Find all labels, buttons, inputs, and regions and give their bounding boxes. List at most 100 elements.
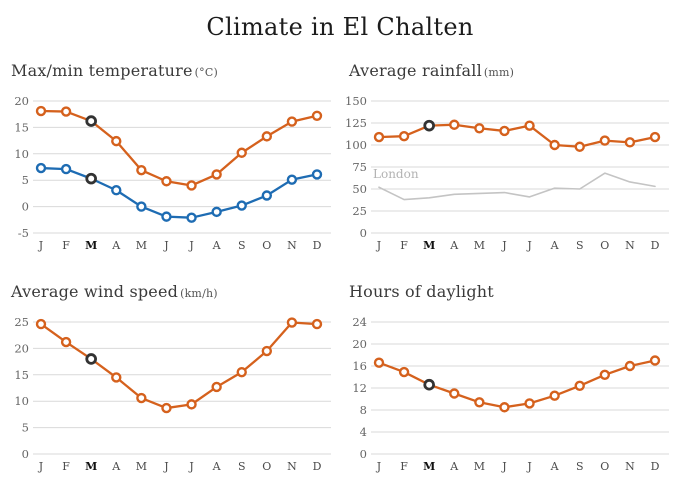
data-point-El Chalten: [524, 120, 535, 131]
chart-wind-speed: Average wind speed (km/h) 0 5 10 15 20 25 J F M A M…: [5, 281, 337, 474]
data-point-wind speed: [161, 402, 172, 414]
month-label: J: [376, 239, 381, 252]
daylight-plot: 0 4 8 12 16 20 24 J F M A M J J A S O N D: [352, 315, 669, 473]
data-point-min: [236, 200, 247, 211]
month-label: N: [287, 460, 297, 473]
data-point-max: [211, 169, 222, 180]
month-label: J: [163, 460, 168, 473]
data-point-max: [261, 131, 273, 142]
data-point-daylight: [373, 357, 385, 368]
data-point-min: [286, 174, 298, 185]
y-tick-label: 10: [14, 147, 29, 161]
month-label: J: [188, 239, 193, 252]
month-label: S: [576, 460, 584, 473]
data-point-min: [261, 190, 273, 201]
data-point-highlight-daylight: [423, 378, 435, 391]
chart-title-rainfall: Average rainfall (mm): [349, 60, 675, 83]
y-tick-label: 25: [14, 315, 29, 329]
month-label: J: [376, 460, 381, 473]
month-label: O: [600, 460, 609, 473]
data-point-El Chalten: [624, 137, 636, 148]
data-point-min: [60, 163, 72, 175]
chart-temperature: Max/min temperature (°C) -5 0 5 10 15 20 J F M A M J…: [5, 60, 337, 253]
month-label: J: [526, 239, 531, 252]
data-point-daylight: [524, 398, 535, 409]
data-point-wind speed: [111, 372, 122, 383]
y-tick-label: 5: [22, 421, 29, 435]
data-point-min: [161, 211, 172, 222]
data-point-El Chalten: [398, 131, 410, 142]
data-point-max: [35, 105, 47, 117]
data-point-wind speed: [311, 318, 323, 330]
month-label: O: [262, 460, 271, 473]
month-label: D: [651, 239, 660, 252]
data-point-max: [236, 147, 247, 158]
data-point-wind speed: [186, 399, 197, 410]
series-line-daylight: [377, 359, 657, 409]
month-label: J: [188, 460, 193, 473]
data-point-wind speed: [35, 318, 47, 330]
month-label: D: [313, 239, 322, 252]
data-point-min: [136, 201, 147, 212]
chart-title-temperature: Max/min temperature (°C): [11, 60, 337, 83]
month-label: F: [400, 460, 408, 473]
y-tick-label: 20: [14, 94, 29, 108]
page-title: Climate in El Chalten: [206, 13, 474, 41]
data-point-El Chalten: [449, 119, 460, 130]
month-label-highlight: M: [85, 239, 97, 252]
y-tick-label: 0: [22, 447, 29, 461]
chart-title-text: Average wind speed: [11, 282, 179, 301]
month-label: M: [474, 239, 485, 252]
month-label: A: [550, 239, 560, 252]
y-tick-label: 8: [360, 403, 367, 417]
y-tick-label: 25: [352, 204, 367, 218]
data-point-El Chalten: [649, 131, 661, 143]
chart-daylight: Hours of daylight 0 4 8 12 16 20 24 J F M A M J J A S O N…: [343, 281, 675, 474]
month-label: J: [38, 460, 43, 473]
month-label: F: [62, 239, 70, 252]
chart-unit-label: (°C): [194, 66, 218, 79]
month-label: M: [136, 239, 147, 252]
month-label: A: [111, 460, 121, 473]
y-tick-label: 75: [352, 160, 367, 174]
data-point-daylight: [449, 388, 460, 399]
chart-title-wind-speed: Average wind speed (km/h): [11, 281, 337, 304]
charts-grid: Max/min temperature (°C) -5 0 5 10 15 20 J F M A M J…: [0, 60, 680, 474]
y-tick-label: 0: [360, 226, 367, 240]
data-point-daylight: [474, 397, 485, 408]
y-tick-label: 15: [14, 368, 29, 382]
y-tick-label: 24: [352, 315, 367, 329]
data-point-El Chalten: [373, 131, 385, 143]
data-point-daylight: [499, 402, 510, 413]
wind-plot: 0 5 10 15 20 25 J F M A M J J A S O N D: [14, 315, 331, 473]
chart-title-daylight: Hours of daylight: [349, 281, 675, 304]
data-point-min: [111, 185, 122, 196]
month-label: M: [136, 460, 147, 473]
y-tick-label: 50: [352, 182, 367, 196]
data-point-daylight: [599, 369, 611, 381]
data-point-daylight: [649, 355, 661, 366]
month-label: S: [576, 239, 584, 252]
month-label: O: [262, 239, 271, 252]
y-tick-label: 16: [352, 359, 367, 373]
month-label: A: [550, 460, 560, 473]
y-tick-label: 20: [14, 341, 29, 355]
month-label: A: [212, 460, 222, 473]
month-label-highlight: M: [423, 239, 435, 252]
month-label: J: [526, 460, 531, 473]
month-label: A: [449, 239, 459, 252]
chart-title-text: Average rainfall: [349, 61, 482, 80]
data-point-max: [311, 110, 323, 121]
y-tick-label: -5: [18, 226, 29, 240]
series-line-London: [378, 172, 656, 201]
rainfall-plot: 0 25 50 75 100 125 150 London J F M A M J J A S O N D: [345, 94, 669, 252]
data-point-highlight-El Chalten: [423, 119, 435, 132]
series-line-wind speed: [39, 321, 319, 410]
data-point-wind speed: [136, 392, 147, 404]
series-line-El Chalten: [377, 123, 657, 148]
month-label: N: [287, 239, 297, 252]
series-label-London: London: [373, 167, 419, 181]
data-point-max: [286, 116, 298, 127]
temperature-plot: -5 0 5 10 15 20 J F M A M J J A S O N D: [14, 94, 331, 252]
chart-title-text: Max/min temperature: [11, 61, 193, 80]
